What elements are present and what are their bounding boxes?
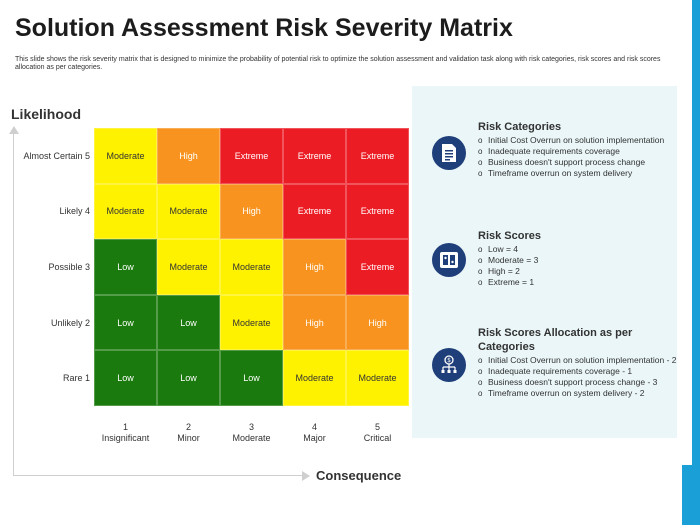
row-labels: Almost Certain 5 Likely 4 Possible 3 Unl… — [14, 128, 90, 406]
money-hierarchy-icon: $ — [432, 348, 466, 382]
list-item: Moderate = 3 — [478, 255, 678, 266]
allocation-title: Risk Scores Allocation as per Categories — [478, 327, 633, 353]
risk-categories-title: Risk Categories — [478, 121, 562, 133]
matrix-cell: Moderate — [94, 183, 157, 240]
risk-categories-list: Initial Cost Overrun on solution impleme… — [478, 135, 678, 179]
matrix-cell: Extreme — [346, 128, 409, 184]
document-list-icon — [432, 136, 466, 170]
matrix-cell: Low — [157, 350, 220, 406]
matrix-cell: Moderate — [94, 128, 157, 184]
list-item: Extreme = 1 — [478, 277, 678, 288]
matrix-cell: Low — [157, 294, 220, 351]
matrix-cell: Moderate — [283, 350, 346, 406]
matrix-cell: High — [157, 128, 220, 184]
risk-scores-body: Risk Scores Low = 4 Moderate = 3 High = … — [478, 229, 678, 288]
risk-scores-title: Risk Scores — [478, 230, 541, 242]
column-label: 3 Moderate — [220, 422, 283, 444]
y-axis-arrow — [9, 126, 19, 134]
list-item: Low = 4 — [478, 244, 678, 255]
column-name: Moderate — [232, 433, 271, 443]
risk-categories-body: Risk Categories Initial Cost Overrun on … — [478, 120, 678, 179]
matrix-cell: Extreme — [346, 239, 409, 295]
allocation-body: Risk Scores Allocation as per Categories… — [478, 326, 678, 399]
column-name: Minor — [177, 433, 200, 443]
matrix-cell: Moderate — [157, 183, 220, 240]
column-name: Major — [303, 433, 326, 443]
x-axis-arrow — [302, 471, 310, 481]
row-label: Unlikely 2 — [50, 317, 90, 328]
row-label: Possible 3 — [48, 261, 90, 272]
matrix-cell: Extreme — [283, 128, 346, 184]
info-panel: Risk Categories Initial Cost Overrun on … — [412, 86, 677, 438]
risk-matrix: Moderate High Extreme Extreme Extreme Mo… — [94, 128, 409, 406]
matrix-cell: Low — [94, 350, 157, 406]
column-number: 2 — [185, 422, 191, 432]
row-label: Likely 4 — [59, 206, 90, 217]
column-name: Critical — [363, 433, 392, 443]
list-item: Initial Cost Overrun on solution impleme… — [478, 135, 678, 146]
column-number: 1 — [122, 422, 128, 432]
matrix-cell: Extreme — [220, 128, 283, 184]
x-axis-label: Consequence — [316, 468, 402, 483]
column-label: 5 Critical — [346, 422, 409, 444]
matrix-cell: Low — [94, 239, 157, 295]
y-axis-line — [13, 132, 14, 475]
allocation-list: Initial Cost Overrun on solution impleme… — [478, 355, 678, 399]
matrix-cell: Extreme — [283, 183, 346, 240]
list-item: Business doesn't support process change … — [478, 377, 678, 388]
scoreboard-icon — [432, 243, 466, 277]
list-item: High = 2 — [478, 266, 678, 277]
matrix-cell: High — [346, 294, 409, 351]
row-label: Rare 1 — [62, 373, 90, 384]
list-item: Initial Cost Overrun on solution impleme… — [478, 355, 678, 366]
risk-scores-list: Low = 4 Moderate = 3 High = 2 Extreme = … — [478, 244, 678, 288]
list-item: Timeframe overrun on system delivery - 2 — [478, 388, 678, 399]
page-subtitle: This slide shows the risk severity matri… — [15, 56, 661, 71]
column-labels: 1 Insignificant 2 Minor 3 Moderate 4 Major 5… — [94, 422, 409, 444]
page-title: Solution Assessment Risk Severity Matrix — [15, 14, 513, 42]
list-item: Inadequate requirements coverage — [478, 146, 678, 157]
list-item: Inadequate requirements coverage - 1 — [478, 366, 678, 377]
list-item: Timeframe overrun on system delivery — [478, 168, 678, 179]
list-item: Business doesn't support process change — [478, 157, 678, 168]
column-name: Insignificant — [101, 433, 150, 443]
matrix-cell: Moderate — [220, 294, 283, 351]
matrix-cell: Moderate — [346, 350, 409, 406]
matrix-cell: High — [283, 294, 346, 351]
column-number: 5 — [374, 422, 380, 432]
x-axis-line — [13, 475, 306, 476]
column-label: 4 Major — [283, 422, 346, 444]
matrix-cell: Extreme — [346, 183, 409, 240]
matrix-cell: Low — [220, 350, 283, 406]
column-number: 4 — [311, 422, 317, 432]
row-label: Almost Certain 5 — [23, 150, 90, 161]
column-number: 3 — [248, 422, 254, 432]
accent-notch — [682, 465, 700, 525]
accent-bar — [682, 0, 700, 525]
svg-text:$: $ — [447, 357, 451, 364]
column-label: 2 Minor — [157, 422, 220, 444]
matrix-cell: Moderate — [157, 239, 220, 295]
column-label: 1 Insignificant — [94, 422, 157, 444]
matrix-cell: High — [220, 183, 283, 240]
y-axis-label: Likelihood — [11, 106, 81, 122]
matrix-cell: Moderate — [220, 239, 283, 295]
matrix-cell: High — [283, 239, 346, 295]
matrix-cell: Low — [94, 294, 157, 351]
